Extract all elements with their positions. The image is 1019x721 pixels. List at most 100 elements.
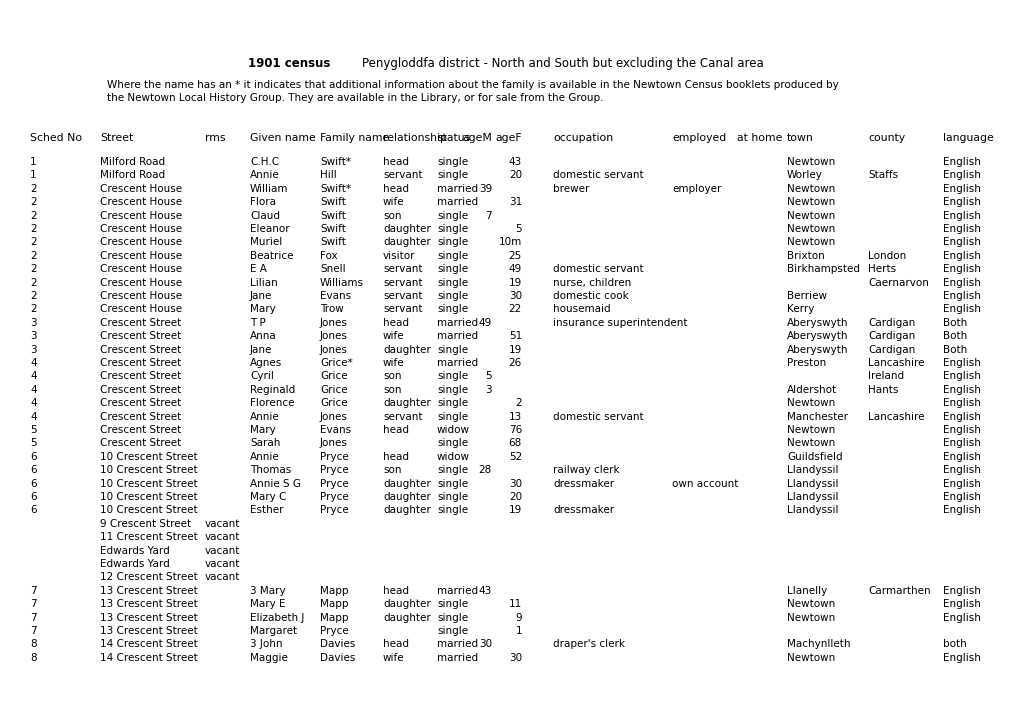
Text: 3 John: 3 John xyxy=(250,640,282,650)
Text: 13 Crescent Street: 13 Crescent Street xyxy=(100,613,198,623)
Text: Crescent Street: Crescent Street xyxy=(100,398,181,408)
Text: dressmaker: dressmaker xyxy=(552,479,613,489)
Text: Grice: Grice xyxy=(320,385,347,395)
Text: Jones: Jones xyxy=(320,331,347,341)
Text: 7: 7 xyxy=(485,211,491,221)
Text: the Newtown Local History Group. They are available in the Library, or for sale : the Newtown Local History Group. They ar… xyxy=(107,93,603,103)
Text: daughter: daughter xyxy=(382,398,430,408)
Text: 30: 30 xyxy=(508,291,522,301)
Text: Crescent Street: Crescent Street xyxy=(100,412,181,422)
Text: 2: 2 xyxy=(30,251,37,261)
Text: English: English xyxy=(943,358,980,368)
Text: daughter: daughter xyxy=(382,479,430,489)
Text: Jones: Jones xyxy=(320,412,347,422)
Text: 7: 7 xyxy=(30,613,37,623)
Text: relationship: relationship xyxy=(382,133,446,143)
Text: Newtown: Newtown xyxy=(787,599,835,609)
Text: Grice: Grice xyxy=(320,398,347,408)
Text: Birkhampsted: Birkhampsted xyxy=(787,264,859,274)
Text: domestic servant: domestic servant xyxy=(552,412,643,422)
Text: Pryce: Pryce xyxy=(320,505,348,516)
Text: Anna: Anna xyxy=(250,331,276,341)
Text: Where the name has an * it indicates that additional information about the famil: Where the name has an * it indicates tha… xyxy=(107,80,838,90)
Text: 30: 30 xyxy=(478,640,491,650)
Text: 4: 4 xyxy=(30,398,37,408)
Text: Machynlleth: Machynlleth xyxy=(787,640,850,650)
Text: Milford Road: Milford Road xyxy=(100,170,165,180)
Text: draper's clerk: draper's clerk xyxy=(552,640,625,650)
Text: wife: wife xyxy=(382,653,405,663)
Text: Both: Both xyxy=(943,331,966,341)
Text: 14 Crescent Street: 14 Crescent Street xyxy=(100,653,198,663)
Text: single: single xyxy=(436,492,468,502)
Text: Crescent House: Crescent House xyxy=(100,237,182,247)
Text: Crescent House: Crescent House xyxy=(100,264,182,274)
Text: Elizabeth J: Elizabeth J xyxy=(250,613,304,623)
Text: 9 Crescent Street: 9 Crescent Street xyxy=(100,519,191,528)
Text: 4: 4 xyxy=(30,385,37,395)
Text: Crescent House: Crescent House xyxy=(100,278,182,288)
Text: Grice*: Grice* xyxy=(320,358,353,368)
Text: head: head xyxy=(382,452,409,461)
Text: Lancashire: Lancashire xyxy=(867,358,923,368)
Text: Manchester: Manchester xyxy=(787,412,847,422)
Text: single: single xyxy=(436,237,468,247)
Text: 3: 3 xyxy=(30,318,37,328)
Text: Reginald: Reginald xyxy=(250,385,294,395)
Text: 28: 28 xyxy=(478,465,491,475)
Text: Mapp: Mapp xyxy=(320,585,348,596)
Text: 5: 5 xyxy=(30,438,37,448)
Text: Maggie: Maggie xyxy=(250,653,287,663)
Text: Caernarvon: Caernarvon xyxy=(867,278,928,288)
Text: Hill: Hill xyxy=(320,170,336,180)
Text: Milford Road: Milford Road xyxy=(100,157,165,167)
Text: 8: 8 xyxy=(30,653,37,663)
Text: vacant: vacant xyxy=(205,572,240,583)
Text: rms: rms xyxy=(205,133,225,143)
Text: English: English xyxy=(943,184,980,194)
Text: 10 Crescent Street: 10 Crescent Street xyxy=(100,479,198,489)
Text: servant: servant xyxy=(382,412,422,422)
Text: Pryce: Pryce xyxy=(320,452,348,461)
Text: widow: widow xyxy=(436,425,470,435)
Text: Newtown: Newtown xyxy=(787,398,835,408)
Text: 3: 3 xyxy=(30,331,37,341)
Text: Mary E: Mary E xyxy=(250,599,285,609)
Text: Edwards Yard: Edwards Yard xyxy=(100,559,169,569)
Text: Esther: Esther xyxy=(250,505,283,516)
Text: Beatrice: Beatrice xyxy=(250,251,293,261)
Text: Jane: Jane xyxy=(250,291,272,301)
Text: Aberyswyth: Aberyswyth xyxy=(787,318,848,328)
Text: Crescent Street: Crescent Street xyxy=(100,358,181,368)
Text: 2: 2 xyxy=(30,291,37,301)
Text: daughter: daughter xyxy=(382,237,430,247)
Text: 5: 5 xyxy=(30,425,37,435)
Text: Grice: Grice xyxy=(320,371,347,381)
Text: English: English xyxy=(943,278,980,288)
Text: Pryce: Pryce xyxy=(320,465,348,475)
Text: daughter: daughter xyxy=(382,599,430,609)
Text: Mary: Mary xyxy=(250,304,275,314)
Text: occupation: occupation xyxy=(552,133,612,143)
Text: Davies: Davies xyxy=(320,640,355,650)
Text: 11: 11 xyxy=(508,599,522,609)
Text: Herts: Herts xyxy=(867,264,896,274)
Text: Fox: Fox xyxy=(320,251,337,261)
Text: Sched No: Sched No xyxy=(30,133,83,143)
Text: Newtown: Newtown xyxy=(787,211,835,221)
Text: Carmarthen: Carmarthen xyxy=(867,585,929,596)
Text: Florence: Florence xyxy=(250,398,294,408)
Text: English: English xyxy=(943,479,980,489)
Text: English: English xyxy=(943,304,980,314)
Text: 10m: 10m xyxy=(498,237,522,247)
Text: son: son xyxy=(382,385,401,395)
Text: Evans: Evans xyxy=(320,425,351,435)
Text: Mary C: Mary C xyxy=(250,492,286,502)
Text: 1: 1 xyxy=(30,170,37,180)
Text: employer: employer xyxy=(672,184,720,194)
Text: 1901 census: 1901 census xyxy=(248,57,330,70)
Text: Preston: Preston xyxy=(787,358,825,368)
Text: 30: 30 xyxy=(508,479,522,489)
Text: 7: 7 xyxy=(30,626,37,636)
Text: 19: 19 xyxy=(508,345,522,355)
